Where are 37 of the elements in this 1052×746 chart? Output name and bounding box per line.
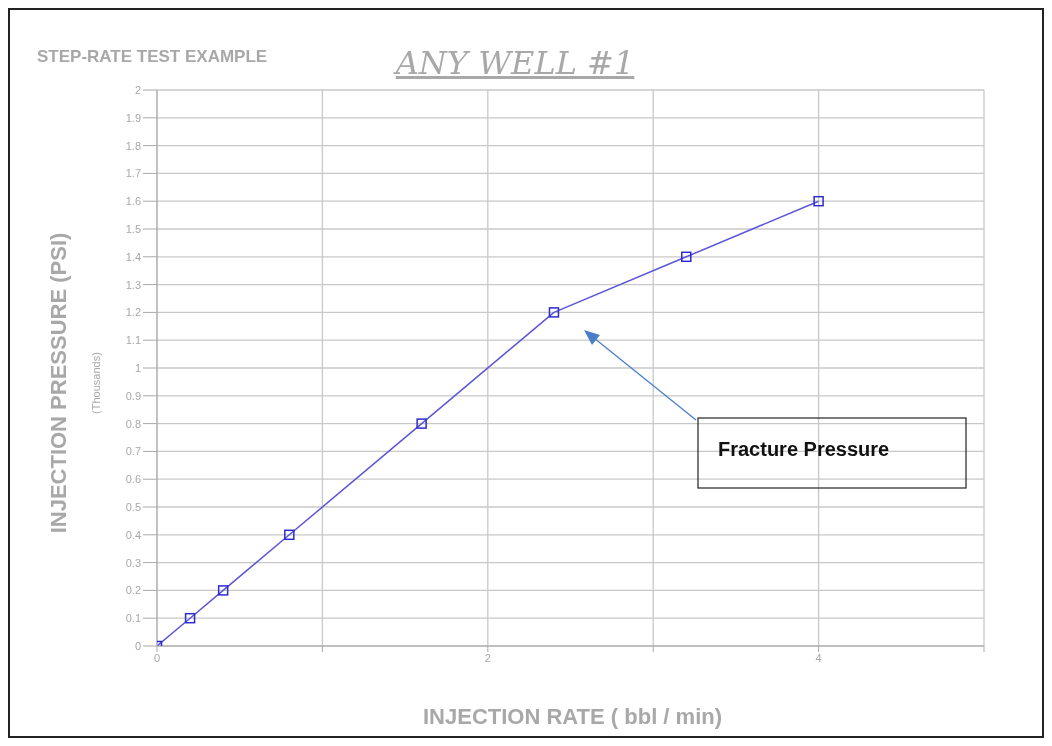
y-tick-label: 0.1 <box>125 612 141 625</box>
y-tick-label: 0.8 <box>125 417 141 430</box>
point <box>416 418 427 429</box>
y-tick-label: 0.9 <box>125 389 141 402</box>
y-tick-label: 0.4 <box>125 528 141 541</box>
point <box>284 529 295 541</box>
y-tick-label: 1.8 <box>125 139 141 152</box>
point <box>184 612 196 624</box>
y-tick-label: 0.2 <box>125 584 141 597</box>
chart-title: ANY WELL #1 <box>392 44 636 82</box>
chart-subtitle: STEP-RATE TEST EXAMPLE <box>37 47 268 66</box>
x-tick-label: 2 <box>484 651 491 664</box>
point <box>681 251 692 263</box>
y-tick-label: 1.5 <box>125 222 141 235</box>
point <box>813 195 824 207</box>
x-tick-label: 4 <box>815 651 822 664</box>
y-tick-label: 1.9 <box>125 111 141 124</box>
point <box>217 585 229 596</box>
x-axis-title: INJECTION RATE ( bbl / min) <box>422 704 723 729</box>
y-tick-label: 0.3 <box>125 556 141 569</box>
y-tick-label: 2 <box>134 83 141 96</box>
y-tick-label: 1.6 <box>125 195 141 208</box>
x-tick-label: 0 <box>153 651 161 664</box>
y-tick-label: 0.5 <box>125 500 141 513</box>
y-axis-title: INJECTION PRESSURE (PSI) <box>46 232 71 534</box>
point <box>548 307 560 318</box>
annotation: Fracture Pressure <box>718 438 890 460</box>
y-tick-label: 0.6 <box>125 473 141 486</box>
text: (Thousands) <box>90 352 102 414</box>
y-tick-label: 1 <box>134 361 141 374</box>
y-tick-label: 1.3 <box>125 278 141 291</box>
y-tick-label: 1.7 <box>125 167 141 180</box>
y-tick-label: 0 <box>134 639 141 652</box>
y-tick-label: 1.2 <box>125 306 141 319</box>
y-tick-label: 1.1 <box>125 334 141 347</box>
y-tick-label: 1.4 <box>125 250 141 263</box>
y-tick-label: 0.7 <box>125 445 141 458</box>
